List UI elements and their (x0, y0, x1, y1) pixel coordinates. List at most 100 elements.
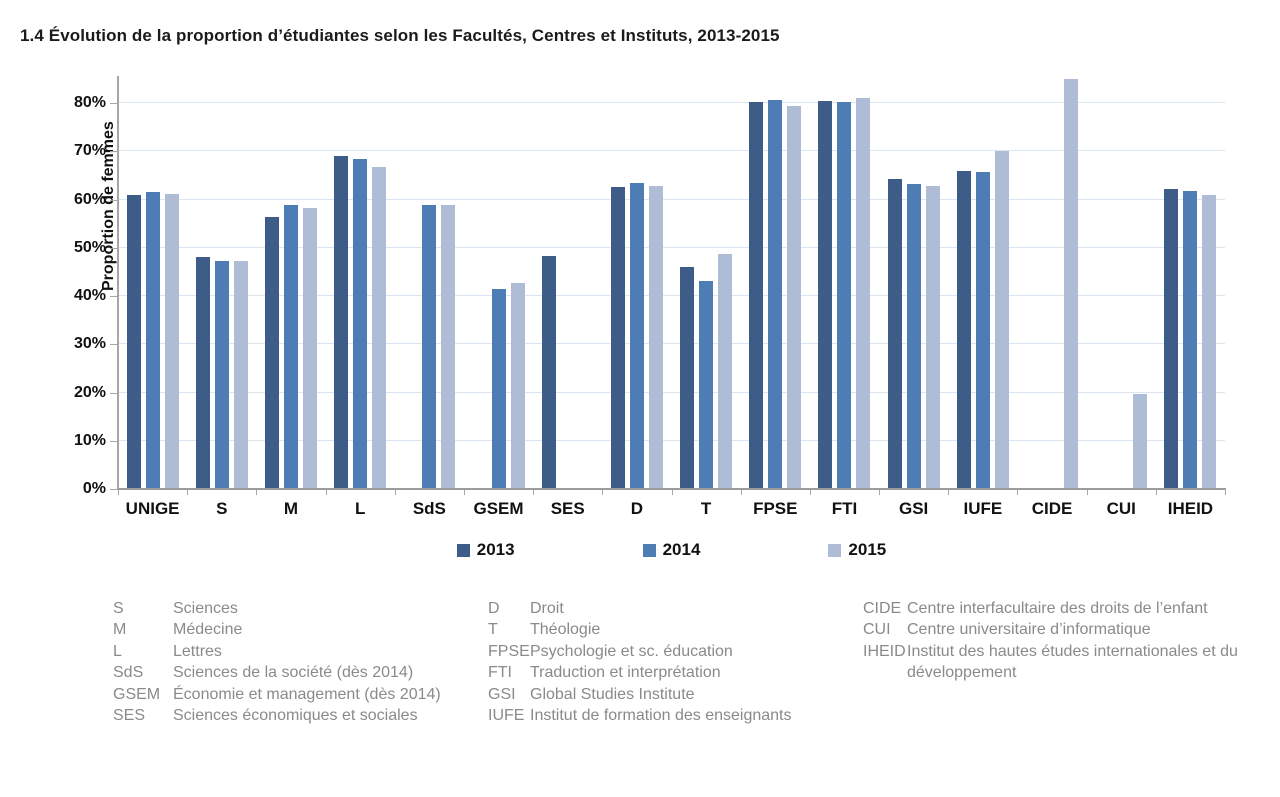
x-category-label-L: L (354, 499, 366, 518)
bar-2014-T (699, 280, 714, 489)
abbreviation-row-CUI: CUI Centre universitaire d’informatique (863, 619, 1277, 640)
bar-2014-FTI (837, 101, 852, 489)
bar-2015-GSEM (510, 283, 525, 489)
x-tick (879, 490, 881, 495)
x-tick (948, 490, 950, 495)
gridline (118, 246, 1225, 248)
abbreviation-definition: Global Studies Institute (530, 685, 695, 703)
x-tick (325, 490, 327, 495)
bar-2013-GSI (887, 179, 902, 489)
bar-2013-S (195, 256, 210, 489)
x-axis-line (117, 488, 1226, 490)
legend-item-2015: 2015 (828, 540, 886, 560)
x-tick (1155, 490, 1157, 495)
gridline (118, 198, 1225, 200)
y-tick-label: 20% (73, 383, 106, 401)
y-tick (110, 489, 118, 490)
abbreviation-definition: Sciences de la société (dès 2014) (173, 664, 414, 682)
abbreviation-column-2: D Droit T Théologie FPSE Psychologie et sc. é… (488, 598, 792, 726)
bar-2015-T (718, 253, 733, 489)
legend-label: 2013 (476, 540, 515, 559)
x-tick (187, 490, 189, 495)
bar-2014-S (214, 260, 229, 489)
bar-2013-T (680, 267, 695, 489)
abbreviation-row-S: S Sciences (113, 598, 441, 619)
abbreviation: IHEID (863, 642, 906, 660)
bar-2013-FPSE (749, 101, 764, 489)
abbreviation: S (113, 600, 124, 617)
abbreviation-definition: Sciences économiques et sociales (173, 707, 418, 725)
y-tick (110, 296, 118, 297)
bar-2013-M (264, 217, 279, 489)
bar-2013-FTI (818, 100, 833, 489)
chart-title: 1.4 Évolution de la proportion d’étudian… (20, 26, 780, 45)
x-tick (1225, 490, 1226, 495)
gridline (118, 343, 1225, 345)
x-category-label-UNIGE: UNIGE (125, 499, 180, 518)
bar-2015-UNIGE (164, 194, 179, 489)
x-tick (602, 490, 604, 495)
abbreviation: T (488, 621, 498, 639)
abbreviation-row-GSI: GSI Global Studies Institute (488, 684, 792, 705)
x-category-label-CUI: CUI (1106, 499, 1136, 518)
bar-2015-M (302, 208, 317, 489)
bar-2013-L (334, 156, 349, 489)
bar-2014-IUFE (975, 172, 990, 489)
abbreviation-definition: Théologie (530, 621, 601, 639)
y-tick (110, 344, 118, 346)
x-category-label-IHEID: IHEID (1167, 499, 1214, 518)
abbreviation-row-FTI: FTI Traduction et interprétation (488, 662, 792, 683)
x-category-label-IUFE: IUFE (963, 499, 1003, 518)
x-category-label-M: M (283, 499, 299, 518)
bar-2014-GSEM (491, 288, 506, 489)
legend-swatch-icon (456, 543, 470, 557)
x-category-label-FPSE: FPSE (753, 499, 798, 518)
abbreviation-row-FPSE: FPSE Psychologie et sc. éducation (488, 641, 792, 662)
x-tick (463, 490, 465, 495)
x-tick (394, 490, 396, 495)
bar-2015-L (372, 167, 387, 489)
x-category-label-FTI: FTI (831, 499, 858, 518)
abbreviation-row-L: L Lettres (113, 641, 441, 662)
abbreviation-definition: Institut de formation des enseignants (530, 707, 792, 725)
bar-2015-SdS (441, 205, 456, 489)
x-tick (1086, 490, 1088, 495)
bar-2013-IHEID (1164, 188, 1179, 489)
gridline (118, 391, 1225, 393)
x-category-label-T: T (700, 499, 712, 518)
bar-2013-D (610, 187, 625, 489)
y-tick-label: 70% (73, 142, 106, 160)
abbreviation-row-M: M Médecine (113, 619, 441, 640)
abbreviation: GSI (488, 685, 516, 703)
x-tick (740, 490, 742, 495)
abbreviation-definition: Lettres (173, 642, 222, 660)
chart-legend: 2013 2014 2015 (118, 540, 1225, 560)
abbreviation: IUFE (488, 707, 525, 725)
abbreviation: D (488, 600, 500, 617)
y-tick (110, 247, 118, 249)
y-tick-label: 30% (73, 335, 106, 353)
abbreviation-definition: Centre interfacultaire des droits de l’e… (907, 600, 1208, 617)
abbreviation: SES (113, 707, 146, 725)
bar-2015-D (648, 186, 663, 489)
legend-item-2013: 2013 (456, 540, 515, 560)
x-tick (256, 490, 258, 495)
x-category-label-CIDE: CIDE (1031, 499, 1073, 518)
abbreviation-definition: Centre universitaire d’informatique (907, 621, 1151, 639)
abbreviation-definition: Droit (530, 600, 564, 617)
y-tick (110, 199, 118, 201)
bar-2015-S (233, 260, 248, 489)
x-tick (533, 490, 535, 495)
abbreviation: SdS (113, 664, 144, 682)
x-category-label-S: S (216, 499, 228, 518)
abbreviation: FPSE (488, 642, 530, 660)
y-tick (110, 103, 118, 104)
plot-area (118, 76, 1225, 489)
bar-2015-GSI (925, 186, 940, 489)
x-category-label-GSEM: GSEM (473, 499, 524, 518)
x-category-label-SES: SES (550, 499, 585, 518)
gridline (118, 295, 1225, 296)
bar-2014-GSI (906, 183, 921, 489)
y-tick-label: 80% (73, 94, 106, 111)
legend-item-2014: 2014 (642, 540, 700, 560)
